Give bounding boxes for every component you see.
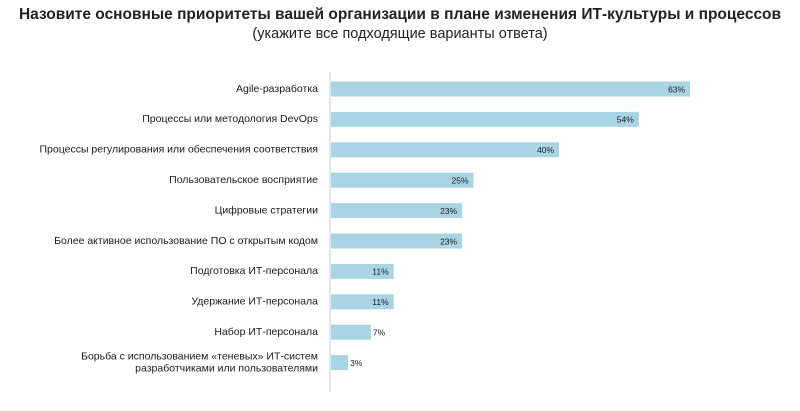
bar [331, 203, 463, 219]
bar-value-label: 3% [350, 358, 363, 368]
bar [331, 142, 559, 158]
bar-group: 11% Подготовка ИТ-персонала [190, 263, 394, 279]
category-label: Подготовка ИТ-персонала [190, 265, 318, 277]
bar-value-label: 23% [440, 236, 457, 246]
bar-value-label: 11% [372, 297, 389, 307]
category-label: Удержание ИТ-персонала [191, 296, 318, 308]
bar-group: 7% Набор ИТ-персонала [214, 324, 386, 340]
category-label: Процессы регулирования или обеспечения с… [39, 144, 318, 156]
category-label: Набор ИТ-персонала [214, 326, 318, 338]
bar-group: 63% Agile-разработка [236, 81, 691, 97]
bar-value-label: 54% [617, 115, 634, 125]
bar [331, 355, 349, 371]
bar-value-label: 11% [372, 267, 389, 277]
bar-group: 25% Пользовательское восприятие [169, 172, 474, 188]
chart-title: Назовите основные приоритеты вашей орган… [18, 6, 782, 23]
category-label: Процессы или методология DevOps [142, 113, 318, 125]
bar-group: 3% Борьба с использованием «теневых» ИТ-с… [81, 350, 363, 374]
bar [331, 81, 691, 97]
bar-group: 23% Более активное использование ПО с отк… [54, 233, 463, 249]
category-label: Борьба с использованием «теневых» ИТ-сис… [81, 350, 318, 374]
bar [331, 172, 474, 188]
bar [331, 111, 639, 127]
bar-group: 23% Цифровые стратегии [215, 203, 463, 219]
bar-value-label: 63% [668, 84, 685, 94]
bar-value-label: 25% [451, 175, 468, 185]
category-label: Пользовательское восприятие [169, 174, 318, 186]
bar [331, 233, 463, 249]
bar-group: 40% Процессы регулирования или обеспечени… [39, 142, 559, 158]
bar [331, 294, 394, 310]
category-label: Более активное использование ПО с открыт… [54, 235, 318, 247]
bar [331, 324, 371, 340]
bar-group: 11% Удержание ИТ-персонала [191, 294, 394, 310]
bar-value-label: 7% [373, 327, 386, 337]
bar [331, 263, 394, 279]
bar-value-label: 23% [440, 206, 457, 216]
category-label: Agile-разработка [236, 83, 318, 95]
chart-subtitle: (укажите все подходящие варианты ответа) [252, 26, 548, 42]
category-label: Цифровые стратегии [215, 204, 319, 216]
bar-value-label: 40% [537, 145, 554, 155]
bar-group: 54% Процессы или методология DevOps [142, 111, 639, 127]
